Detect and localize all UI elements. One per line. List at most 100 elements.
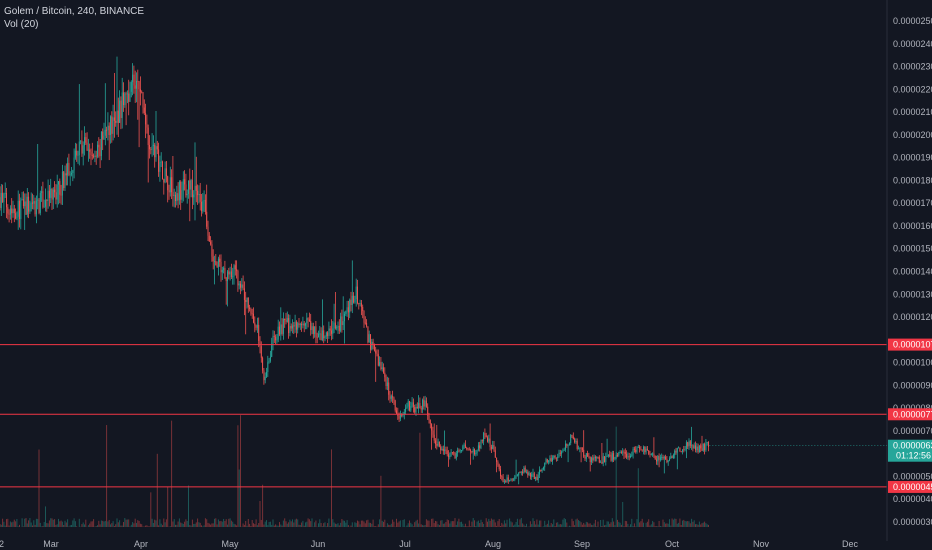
volume-bar [701,523,703,527]
candle-body [15,213,17,219]
volume-bar [84,524,85,527]
candle-body [479,445,481,449]
candle-body [614,457,616,460]
volume-bar [89,523,91,527]
candle-body [20,200,22,220]
candle-body [150,149,152,151]
volume-bar [359,524,361,527]
volume-bar [483,523,485,527]
candle-body [111,116,113,134]
candle-body [152,144,154,147]
volume-bar [188,485,189,527]
candle-body [492,444,494,449]
candle-body [214,261,215,262]
candle-body [563,449,565,451]
volume-bar [237,425,239,527]
candle-body [467,448,469,450]
volume-bar [155,520,157,527]
volume-bar [545,525,547,527]
candle-body [151,146,153,150]
candle-body [575,441,577,443]
volume-bar [450,521,452,527]
volume-bar [620,524,622,527]
bar-countdown: 01:12:56 [896,451,931,461]
volume-bar [503,520,505,527]
candle-body [255,325,257,328]
candle-body [648,450,650,454]
candle-body [185,184,187,196]
volume-bar [457,521,459,527]
volume-bar [323,523,325,527]
volume-bar [258,523,260,527]
time-tick-label: Jul [399,539,411,549]
candle-body [329,328,331,331]
candle-body [7,207,9,214]
volume-bar [481,522,483,527]
volume-bar [328,518,330,527]
symbol-title[interactable]: Golem / Bitcoin, 240, BINANCE [4,6,145,17]
candle-body [9,208,11,215]
candle-body [440,446,442,451]
volume-bar [212,523,214,527]
candle-body [502,477,504,483]
volume-bar [33,520,35,527]
candle-body [288,318,290,334]
volume-bar [366,520,368,527]
volume-bar [95,526,97,527]
candle-body [19,200,20,220]
volume-bar [671,518,673,527]
volume-bar [632,526,634,527]
candle-body [528,472,530,476]
candle-body [368,334,370,343]
volume-bar [705,523,707,527]
candle-body [41,191,43,193]
candle-body [402,414,404,416]
volume-bar [371,523,373,527]
volume-bar [683,519,685,527]
price-tick-label: 0.00000900 [893,380,932,390]
candle-body [462,446,464,451]
time-axis[interactable]: 12 Mar Apr May Jun Jul Aug Sep Oct Nov Dec [0,539,858,549]
candle-body [208,235,210,242]
candle-body [169,177,171,193]
volume-bar [191,519,193,527]
candle-body [687,442,689,447]
candle-body [678,447,680,449]
candle-body [605,456,607,462]
candle-body [25,201,27,215]
volume-bar [204,518,206,527]
volume-indicator-label[interactable]: Vol (20) [4,19,39,30]
candle-body [294,321,296,327]
candle-body [697,446,699,452]
candle-body [106,129,108,131]
candle-body [178,181,180,201]
candle-body [190,180,192,190]
volume-bar [35,518,37,527]
volume-bar [619,522,621,527]
candle-body [688,441,690,447]
candle-body [557,456,559,459]
candle-body [312,326,314,334]
candle-body [290,326,292,329]
volume-bar [13,519,15,527]
volume-bar [264,521,266,527]
volume-bar [233,523,235,527]
volume-bar [475,525,477,527]
volume-bar [377,524,379,527]
candle-body [481,440,483,442]
volume-bar [539,520,540,527]
candle-body [266,372,267,377]
volume-bar [91,521,93,527]
volume-bar [697,524,699,527]
price-tick-label: 0.00001000 [893,358,932,368]
candle-body [416,406,418,409]
candle-body [700,445,702,449]
candle-body [328,328,330,337]
candle-body [130,82,132,92]
volume-bar [12,521,14,527]
candle-body [279,326,280,335]
candle-body [578,448,579,450]
candle-body [176,193,178,202]
volume-bar [609,523,611,527]
